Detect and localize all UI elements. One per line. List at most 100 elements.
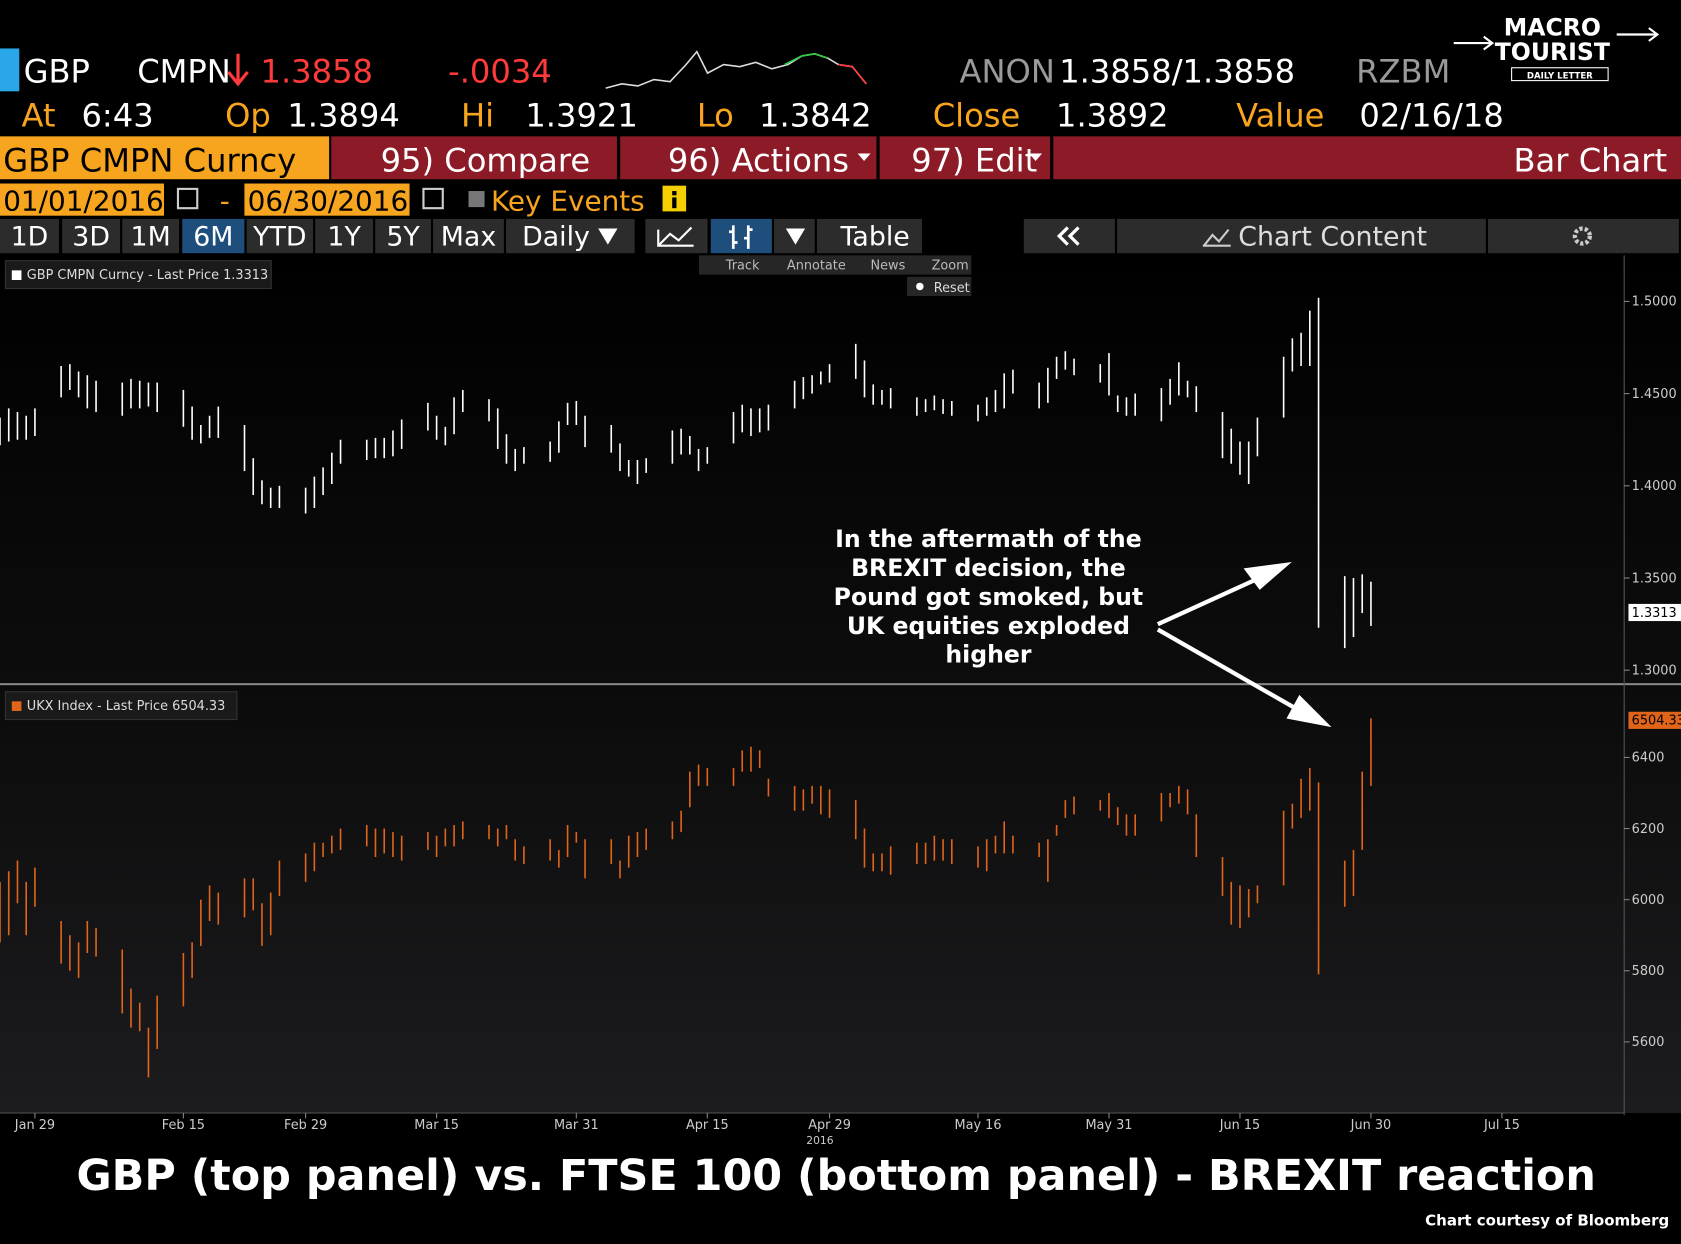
x-tick-label: Jan 29	[14, 1118, 55, 1133]
period-label: YTD	[252, 222, 306, 253]
line-icon	[657, 226, 694, 247]
down-arrow	[227, 53, 249, 87]
bar-chart-button[interactable]	[710, 218, 772, 254]
last-price: 1.3858	[261, 53, 374, 91]
menu-bar	[331, 136, 1681, 180]
sparkline-up	[784, 52, 828, 66]
start-date: 01/01/2016	[3, 184, 164, 217]
frequency-button[interactable]	[506, 218, 635, 254]
y-tick-label: 1.3000	[1632, 663, 1677, 678]
table-button[interactable]	[816, 218, 922, 254]
last-value-tag	[1628, 603, 1681, 622]
menu-item[interactable]: 97) Edit	[911, 142, 1037, 180]
bar-icon	[729, 225, 753, 249]
period-label: 1M	[131, 222, 171, 253]
info-glyph	[672, 197, 677, 209]
reset: Reset	[934, 281, 970, 296]
x-tick-label: May 16	[954, 1118, 1001, 1133]
bid-source: ANON	[959, 53, 1054, 91]
start-date-box[interactable]	[0, 183, 165, 216]
view-name[interactable]: Bar Chart	[1513, 142, 1667, 180]
menu-item[interactable]: 95) Compare	[381, 142, 591, 180]
x-year-label: 2016	[806, 1134, 833, 1147]
key-events[interactable]: Key Events	[491, 184, 645, 217]
logo-tagline: DAILY LETTER	[1527, 71, 1593, 81]
end-date-box[interactable]	[244, 183, 410, 216]
logo-line2: TOURIST	[1495, 38, 1610, 66]
annotation: In the aftermath of the	[835, 525, 1142, 553]
y-tick-label: 1.4500	[1632, 387, 1677, 402]
ask-source: RZBM	[1356, 53, 1450, 91]
gear-icon	[1572, 226, 1593, 246]
bottom-panel	[0, 686, 1681, 1114]
annotation: UK equities exploded	[847, 612, 1130, 640]
reset-button[interactable]	[906, 276, 972, 297]
period-button[interactable]	[246, 218, 314, 254]
menu-dividers	[616, 136, 1054, 180]
y-tick-label: 6200	[1632, 822, 1665, 837]
y-tick-label: 1.4000	[1632, 479, 1677, 494]
x-tick-label: Jun 15	[1219, 1118, 1261, 1133]
toolbar	[698, 255, 972, 275]
x-tick-label: Mar 31	[554, 1118, 599, 1133]
logo: MACRO TOURIST DAILY LETTER	[1453, 14, 1660, 82]
x-tick-label: Mar 15	[414, 1118, 459, 1133]
period-label: 1Y	[327, 222, 361, 253]
info-glyph	[672, 191, 677, 196]
y-tick-label: 5800	[1632, 964, 1665, 979]
stat-label: Lo	[697, 97, 734, 135]
chart-content-button[interactable]	[1117, 218, 1486, 254]
checkbox[interactable]	[468, 191, 485, 208]
x-tick-label: Feb 15	[162, 1118, 205, 1133]
x-tick-label: Apr 29	[808, 1118, 851, 1133]
change: -.0034	[448, 53, 552, 91]
period-button[interactable]	[182, 218, 245, 254]
period-button[interactable]	[433, 218, 504, 254]
period-button[interactable]	[375, 218, 431, 254]
legend-swatch	[11, 270, 22, 281]
tool[interactable]: Track	[725, 258, 760, 273]
y-tick-label: 6400	[1632, 751, 1665, 766]
tool[interactable]: News	[871, 258, 906, 273]
menu-item[interactable]: 96) Actions	[668, 142, 849, 180]
calendar-icon[interactable]	[176, 187, 199, 210]
x-tick-label: Jun 30	[1350, 1118, 1392, 1133]
stat-value: 1.3842	[759, 97, 872, 135]
source: CMPN	[137, 53, 231, 91]
settings-button[interactable]	[1488, 218, 1679, 254]
tool[interactable]: Annotate	[787, 258, 846, 273]
legend-box	[4, 691, 238, 721]
caret	[785, 228, 806, 245]
stat-value: 1.3892	[1056, 97, 1169, 135]
period-label: 6M	[193, 222, 233, 253]
stat-label: Op	[225, 97, 271, 135]
period-button[interactable]	[315, 218, 374, 254]
arrowheads	[1243, 561, 1332, 728]
tool[interactable]: Zoom	[932, 258, 969, 273]
stat-value: 6:43	[81, 97, 153, 135]
period-label: 3D	[72, 222, 110, 253]
period-button[interactable]	[122, 218, 180, 254]
period-button[interactable]	[0, 218, 59, 254]
period-label: Max	[441, 222, 496, 253]
stat-label: Hi	[461, 97, 494, 135]
y-tick-label: 5600	[1632, 1035, 1665, 1050]
y-tick-label: 1.5000	[1632, 295, 1677, 310]
line-chart-button[interactable]	[645, 218, 708, 254]
period-button[interactable]	[62, 218, 121, 254]
security: GBP CMPN Curncy	[3, 142, 296, 180]
calendar-icon[interactable]	[422, 187, 444, 210]
collapse-icon	[1056, 226, 1080, 246]
logo-tag-box	[1511, 67, 1609, 82]
date-separator: -	[220, 184, 230, 217]
stat-label: At	[21, 97, 55, 135]
x-tick-label: May 31	[1085, 1118, 1132, 1133]
legend-box	[4, 260, 272, 290]
stat-value: 1.3894	[287, 97, 400, 135]
logo-line1: MACRO	[1504, 14, 1601, 42]
y-tick-label: 1.3500	[1632, 571, 1677, 586]
ticker: GBP	[24, 53, 90, 91]
stat-label: Close	[933, 97, 1021, 135]
